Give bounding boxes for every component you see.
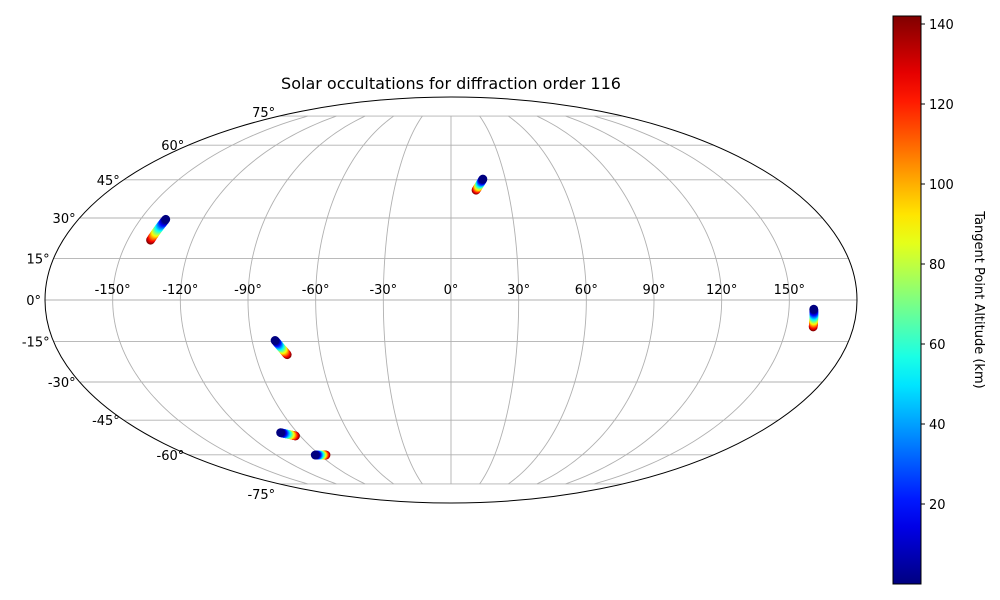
grid-meridian <box>315 115 394 485</box>
data-point <box>270 336 280 345</box>
colorbar-tick-label: 20 <box>929 498 946 513</box>
gridlines <box>45 115 857 485</box>
colorbar-tick-label: 120 <box>929 98 954 113</box>
colorbar-tick-label: 40 <box>929 418 946 433</box>
data-point <box>310 450 320 460</box>
colorbar-tick-label: 60 <box>929 338 946 353</box>
data-point <box>809 304 819 314</box>
lat-tick-label: -75° <box>247 488 275 503</box>
colorbar-tick-label: 140 <box>929 18 954 33</box>
lat-tick-label: 30° <box>53 212 76 227</box>
lat-tick-label: 0° <box>26 294 41 309</box>
lat-tick-label: 75° <box>252 106 275 121</box>
lat-tick-label: -45° <box>92 414 120 429</box>
colorbar-tick-label: 80 <box>929 258 946 273</box>
lon-tick-label: -120° <box>162 283 198 298</box>
lon-tick-label: 0° <box>444 283 459 298</box>
grid-meridian <box>382 115 423 485</box>
chart-title: Solar occultations for diffraction order… <box>281 74 621 93</box>
map-projection: -150° -120° -90° -60° -30° 0° 30° 60° 90° 120° 150… <box>22 96 858 504</box>
lat-tick-label: 60° <box>161 139 184 154</box>
colorbar-bar <box>892 15 922 585</box>
lon-tick-label: 30° <box>507 283 530 298</box>
grid-meridian <box>536 115 655 485</box>
lat-tick-label: 45° <box>97 174 120 189</box>
lon-tick-label: -90° <box>234 283 262 298</box>
lon-tick-label: -150° <box>95 283 131 298</box>
lon-tick-label: -60° <box>302 283 330 298</box>
colorbar-tick-label: 100 <box>929 178 954 193</box>
lat-tick-label: 15° <box>27 252 50 267</box>
lon-tick-label: 90° <box>642 283 665 298</box>
data-point <box>276 428 286 438</box>
data-point <box>478 174 488 184</box>
grid-meridian <box>508 115 587 485</box>
grid-meridian <box>179 115 337 485</box>
colorbar-ticks: 20 40 60 80 100 120 140 <box>921 18 954 513</box>
colorbar: 20 40 60 80 100 120 140 Tangent Point Altitude… <box>892 15 986 585</box>
colorbar-label: Tangent Point Altitude (km) <box>971 210 986 388</box>
tick-labels: -150° -120° -90° -60° -30° 0° 30° 60° 90° 120° 150… <box>22 106 805 503</box>
grid-meridian <box>112 115 308 485</box>
data-point <box>161 214 171 224</box>
grid-meridian <box>565 115 723 485</box>
lat-tick-label: -60° <box>157 449 185 464</box>
grid-meridian <box>594 115 790 485</box>
lon-tick-label: 60° <box>575 283 598 298</box>
data-points <box>146 174 819 460</box>
grid-meridian <box>479 115 520 485</box>
lat-tick-label: -15° <box>22 336 50 351</box>
lon-tick-label: 150° <box>774 283 805 298</box>
lon-tick-label: -30° <box>369 283 397 298</box>
lat-tick-label: -30° <box>48 376 76 391</box>
lon-tick-label: 120° <box>706 283 737 298</box>
map-frame <box>44 96 858 504</box>
